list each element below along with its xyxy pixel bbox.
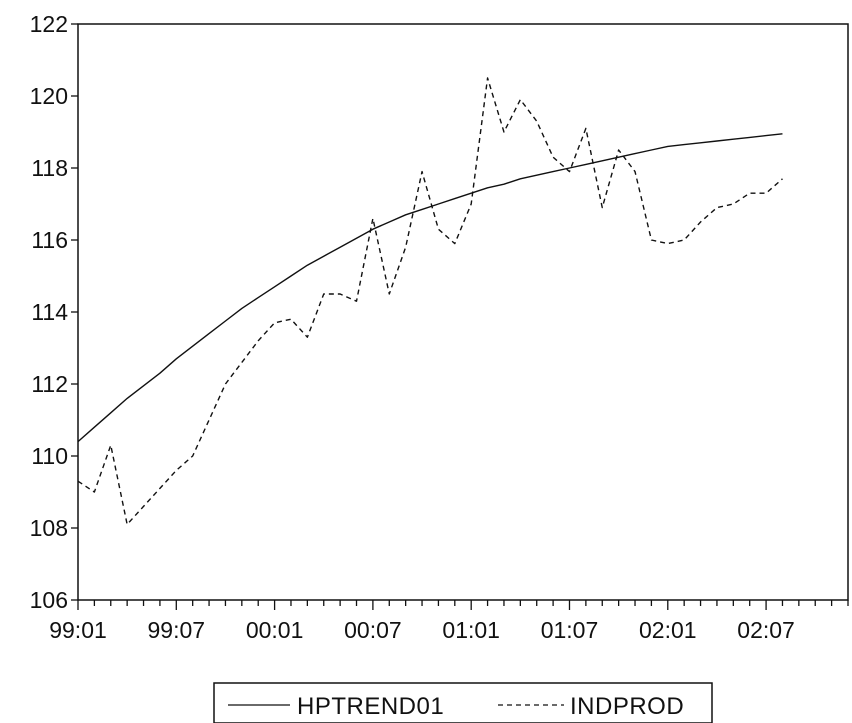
x-tick-label: 01:01 <box>442 617 500 643</box>
x-axis: 99:01 99:07 00:01 00:07 01:01 01:07 02:01 02:07 <box>49 600 849 643</box>
x-tick-label: 99:01 <box>49 617 107 643</box>
legend-label-hptrend01: HPTREND01 <box>297 693 444 720</box>
y-tick-label: 114 <box>31 299 68 325</box>
x-tick-label: 99:07 <box>148 617 206 643</box>
y-tick-label: 118 <box>31 155 68 181</box>
series-layer <box>77 77 783 526</box>
y-tick-label: 116 <box>31 227 68 253</box>
legend-box <box>213 682 713 723</box>
x-tick-label: 02:07 <box>737 617 795 643</box>
y-tick-label: 106 <box>30 587 68 613</box>
x-tick-label: 00:01 <box>246 617 304 643</box>
y-tick-label: 112 <box>31 371 68 397</box>
x-tick-label: 00:07 <box>344 617 402 643</box>
legend: HPTREND01 INDPROD <box>213 682 713 723</box>
x-tick-label: 01:07 <box>541 617 599 643</box>
plot-frame <box>77 23 849 601</box>
x-tick-label: 02:01 <box>639 617 697 643</box>
y-axis: 106 108 110 112 114 116 118 120 122 <box>30 11 78 613</box>
y-tick-label: 122 <box>30 11 68 37</box>
legend-label-indprod: INDPROD <box>570 693 684 720</box>
y-tick-label: 110 <box>31 443 68 469</box>
y-tick-label: 120 <box>30 83 68 109</box>
y-tick-label: 108 <box>30 515 68 541</box>
series-line-hptrend01 <box>77 133 783 443</box>
